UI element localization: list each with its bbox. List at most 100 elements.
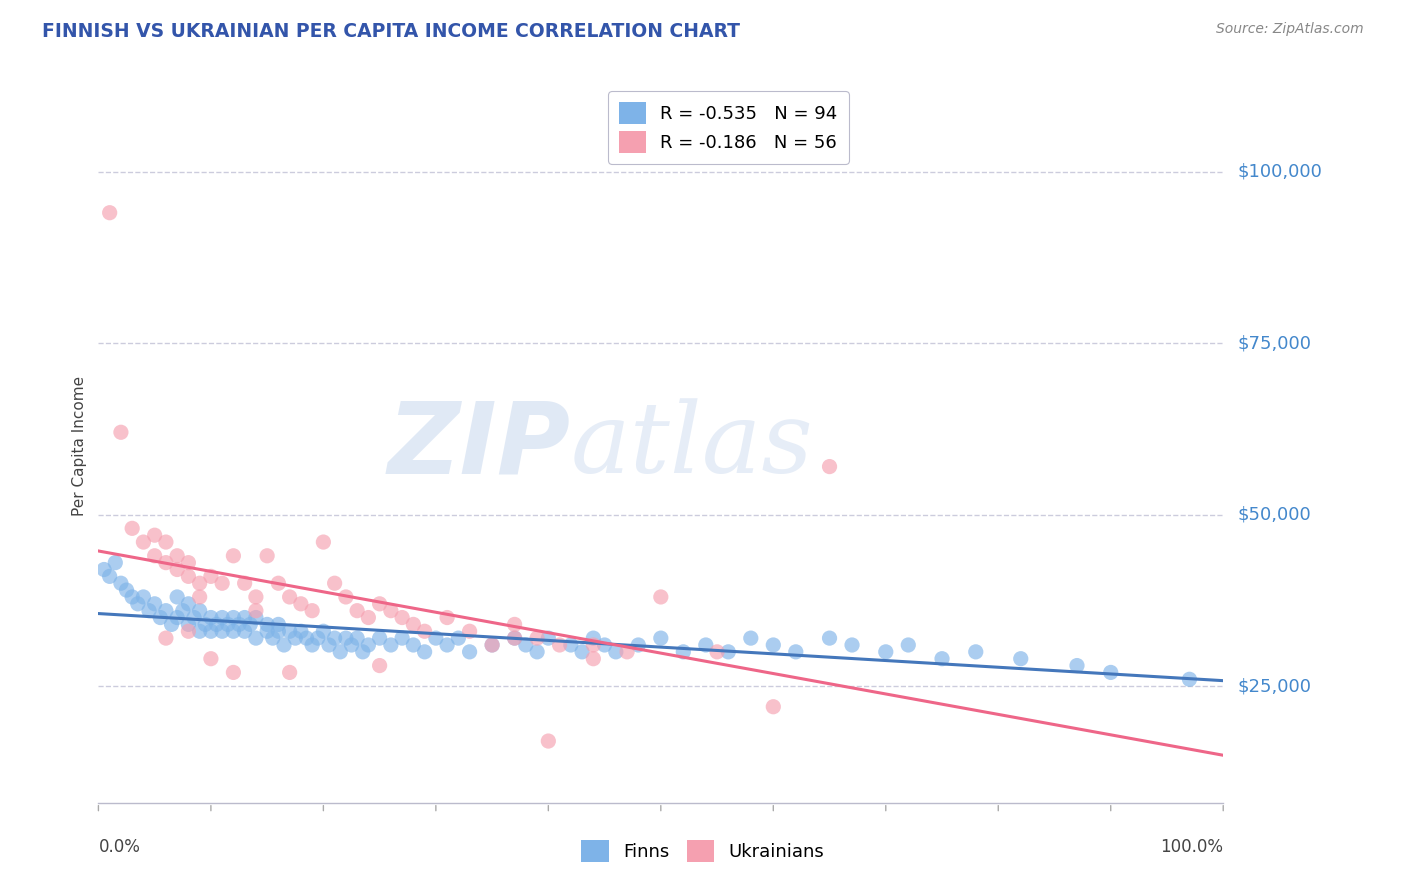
Point bbox=[233, 576, 256, 591]
Point bbox=[188, 604, 211, 618]
Point bbox=[295, 631, 318, 645]
Point bbox=[217, 617, 239, 632]
Point bbox=[368, 597, 391, 611]
Point bbox=[447, 631, 470, 645]
Point bbox=[436, 638, 458, 652]
Point bbox=[312, 624, 335, 639]
Point bbox=[166, 549, 188, 563]
Text: atlas: atlas bbox=[571, 399, 814, 493]
Point bbox=[205, 617, 228, 632]
Point bbox=[256, 549, 278, 563]
Point bbox=[717, 645, 740, 659]
Point bbox=[402, 617, 425, 632]
Point bbox=[211, 624, 233, 639]
Point bbox=[138, 604, 160, 618]
Text: $50,000: $50,000 bbox=[1237, 506, 1310, 524]
Point bbox=[346, 631, 368, 645]
Point bbox=[183, 610, 205, 624]
Point bbox=[481, 638, 503, 652]
Point bbox=[93, 562, 115, 576]
Point bbox=[740, 631, 762, 645]
Point bbox=[177, 617, 200, 632]
Point bbox=[413, 624, 436, 639]
Point bbox=[222, 665, 245, 680]
Text: ZIP: ZIP bbox=[388, 398, 571, 494]
Point bbox=[650, 590, 672, 604]
Point bbox=[965, 645, 987, 659]
Point bbox=[172, 604, 194, 618]
Point bbox=[228, 617, 250, 632]
Point bbox=[605, 645, 627, 659]
Point bbox=[188, 590, 211, 604]
Point bbox=[256, 617, 278, 632]
Text: Source: ZipAtlas.com: Source: ZipAtlas.com bbox=[1216, 22, 1364, 37]
Point bbox=[245, 604, 267, 618]
Point bbox=[143, 528, 166, 542]
Point bbox=[166, 610, 188, 624]
Point bbox=[548, 638, 571, 652]
Point bbox=[380, 638, 402, 652]
Point bbox=[537, 734, 560, 748]
Point bbox=[329, 645, 352, 659]
Point bbox=[307, 631, 329, 645]
Point bbox=[1010, 651, 1032, 665]
Point bbox=[526, 631, 548, 645]
Point bbox=[127, 597, 149, 611]
Point bbox=[188, 624, 211, 639]
Point bbox=[481, 638, 503, 652]
Point bbox=[256, 624, 278, 639]
Y-axis label: Per Capita Income: Per Capita Income bbox=[72, 376, 87, 516]
Point bbox=[267, 576, 290, 591]
Point bbox=[503, 631, 526, 645]
Point bbox=[155, 604, 177, 618]
Point bbox=[233, 610, 256, 624]
Point bbox=[413, 645, 436, 659]
Point bbox=[706, 645, 728, 659]
Point bbox=[762, 699, 785, 714]
Text: FINNISH VS UKRAINIAN PER CAPITA INCOME CORRELATION CHART: FINNISH VS UKRAINIAN PER CAPITA INCOME C… bbox=[42, 22, 740, 41]
Point bbox=[391, 631, 413, 645]
Point bbox=[278, 624, 301, 639]
Point bbox=[301, 604, 323, 618]
Point bbox=[841, 638, 863, 652]
Point bbox=[132, 590, 155, 604]
Point bbox=[402, 638, 425, 652]
Point bbox=[273, 638, 295, 652]
Text: $75,000: $75,000 bbox=[1237, 334, 1312, 352]
Point bbox=[290, 597, 312, 611]
Point bbox=[458, 645, 481, 659]
Point bbox=[200, 610, 222, 624]
Point bbox=[335, 631, 357, 645]
Point bbox=[211, 576, 233, 591]
Legend: R = -0.535   N = 94, R = -0.186   N = 56: R = -0.535 N = 94, R = -0.186 N = 56 bbox=[607, 91, 849, 164]
Point bbox=[818, 459, 841, 474]
Point bbox=[121, 521, 143, 535]
Point bbox=[143, 597, 166, 611]
Text: 0.0%: 0.0% bbox=[98, 838, 141, 856]
Point bbox=[200, 651, 222, 665]
Point bbox=[110, 576, 132, 591]
Point bbox=[425, 631, 447, 645]
Point bbox=[143, 549, 166, 563]
Point bbox=[166, 590, 188, 604]
Point bbox=[582, 638, 605, 652]
Point bbox=[262, 631, 284, 645]
Point bbox=[875, 645, 897, 659]
Point bbox=[188, 576, 211, 591]
Point bbox=[818, 631, 841, 645]
Point bbox=[290, 624, 312, 639]
Point bbox=[593, 638, 616, 652]
Point bbox=[177, 624, 200, 639]
Point bbox=[785, 645, 807, 659]
Point bbox=[931, 651, 953, 665]
Point bbox=[352, 645, 374, 659]
Point bbox=[301, 638, 323, 652]
Point bbox=[267, 624, 290, 639]
Point bbox=[368, 658, 391, 673]
Point bbox=[323, 631, 346, 645]
Point bbox=[357, 610, 380, 624]
Point bbox=[267, 617, 290, 632]
Point bbox=[166, 562, 188, 576]
Point bbox=[515, 638, 537, 652]
Point bbox=[200, 569, 222, 583]
